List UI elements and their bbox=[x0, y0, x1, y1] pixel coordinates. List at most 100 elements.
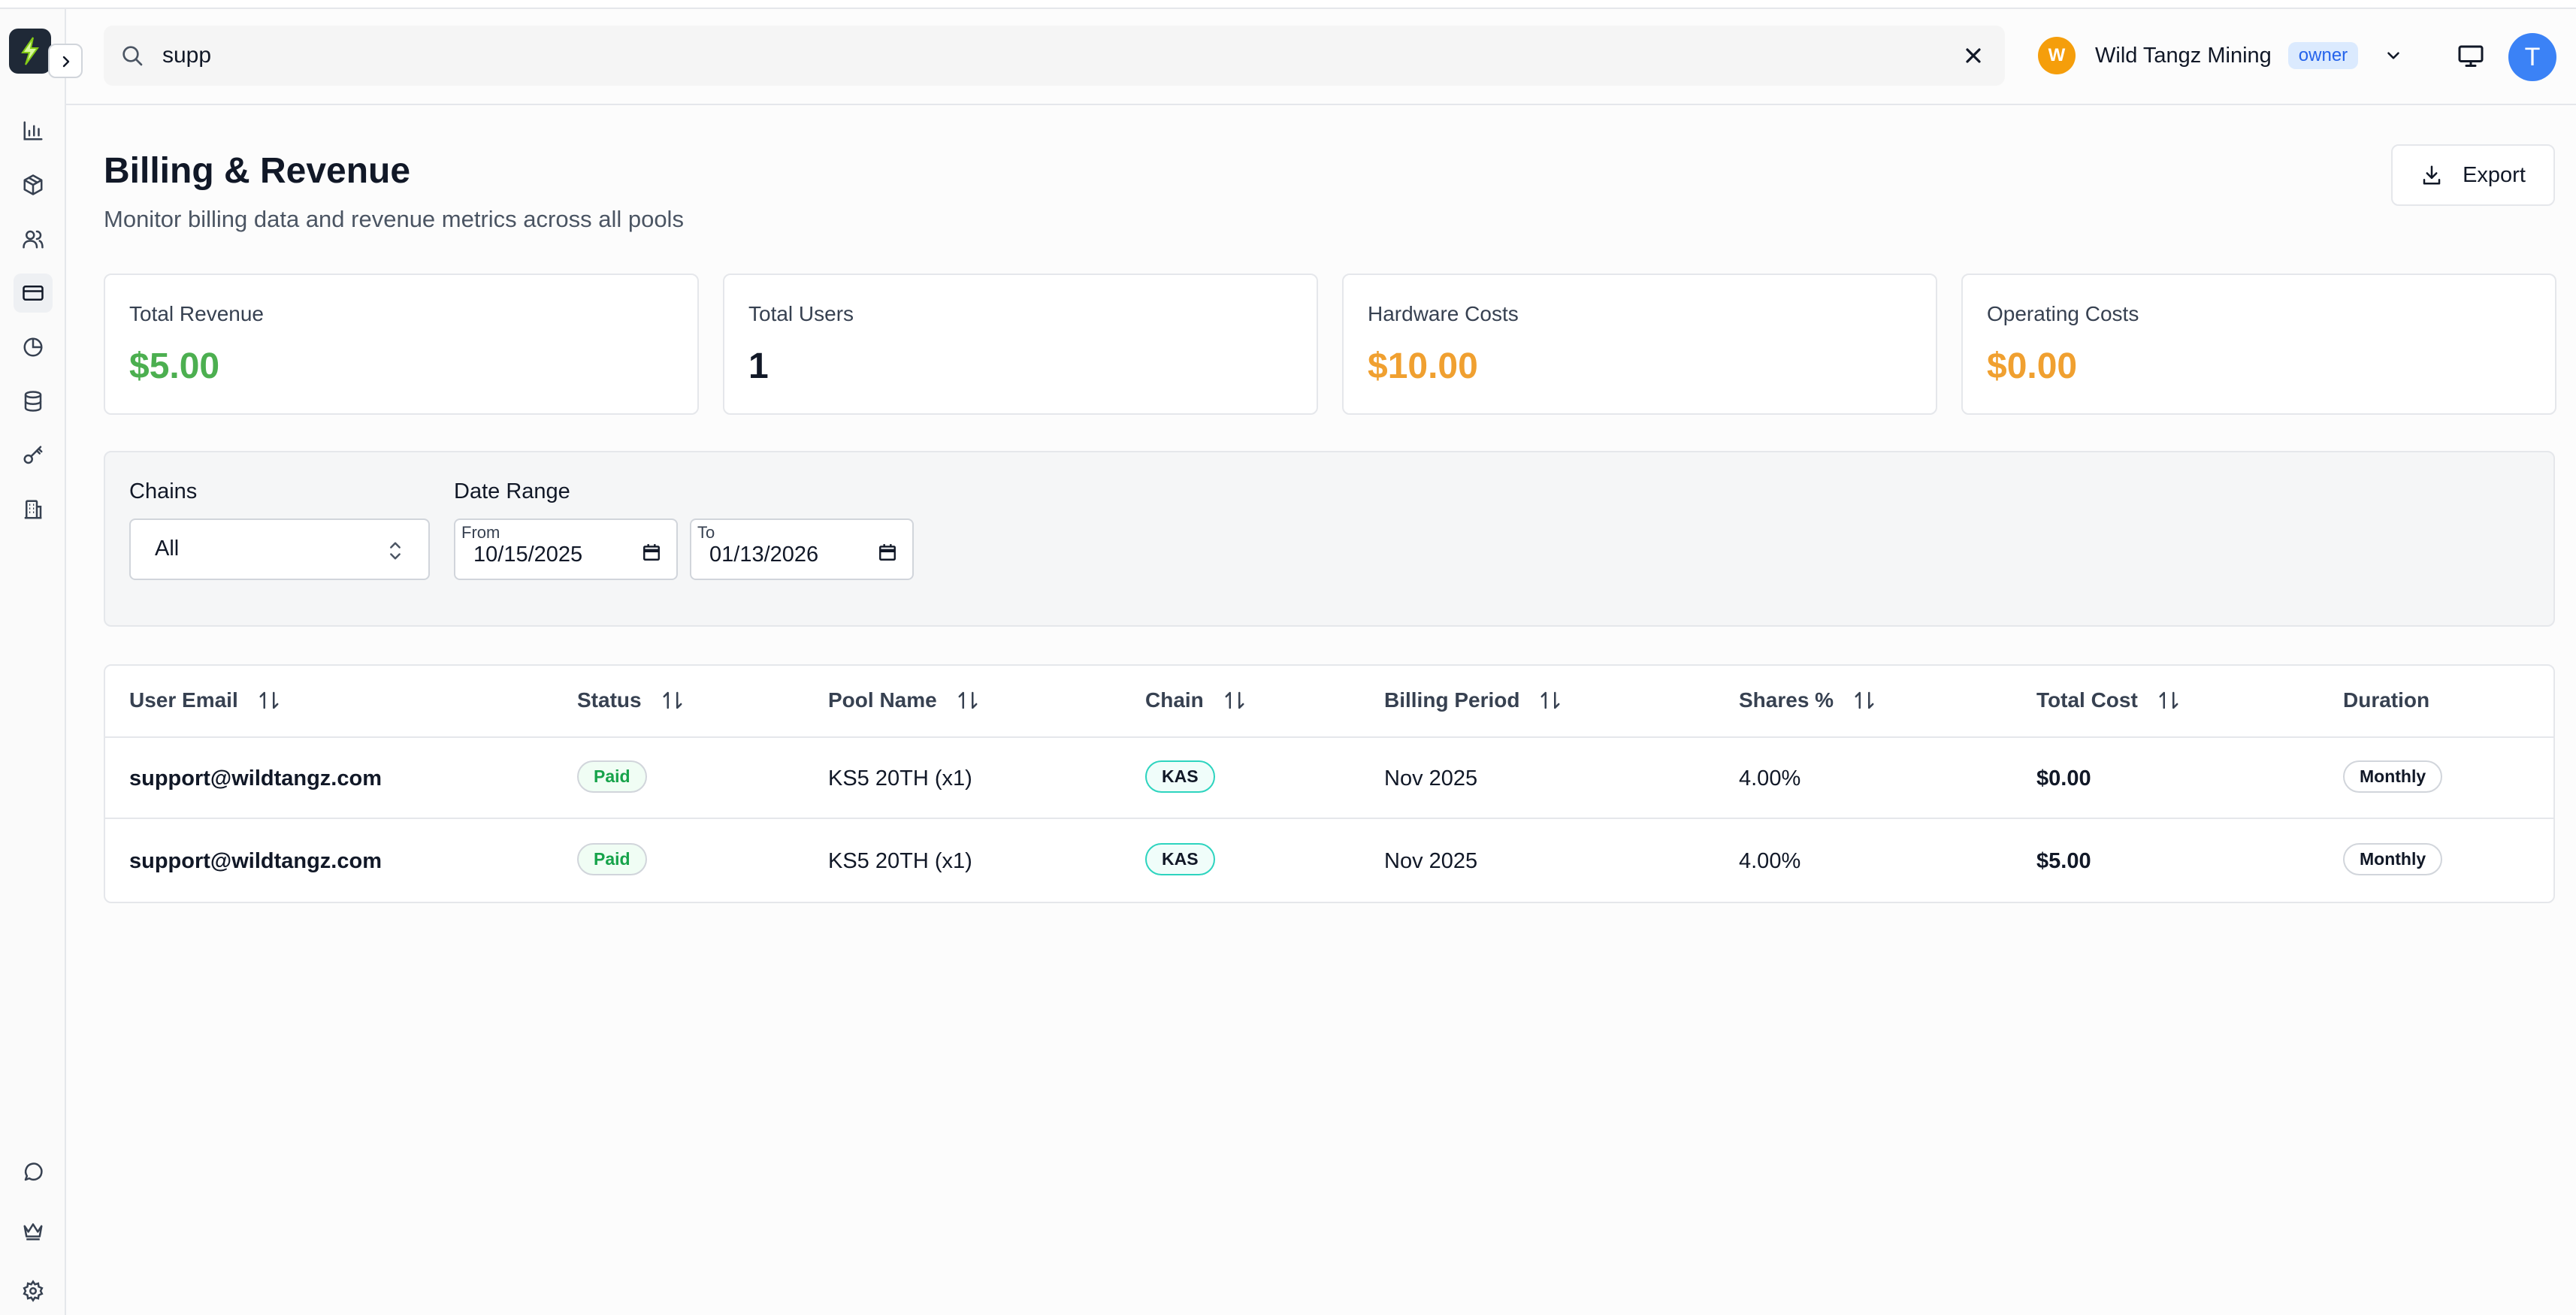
sidebar-item-dashboard[interactable] bbox=[14, 111, 53, 150]
column-header-shares[interactable]: Shares % bbox=[1739, 688, 1876, 712]
stat-label: Total Users bbox=[748, 302, 854, 325]
status-badge: Paid bbox=[577, 760, 647, 793]
monitor-icon[interactable] bbox=[2457, 42, 2484, 69]
header-divider bbox=[66, 104, 2576, 105]
sidebar-item-organizations[interactable] bbox=[14, 490, 53, 529]
sidebar-item-settings[interactable] bbox=[14, 1271, 53, 1310]
org-switcher[interactable]: W Wild Tangz Mining owner bbox=[2038, 33, 2403, 78]
database-icon bbox=[24, 391, 42, 412]
column-header-status[interactable]: Status bbox=[577, 688, 684, 712]
chevron-down-icon bbox=[2387, 52, 2399, 59]
sidebar-item-support[interactable] bbox=[14, 1153, 53, 1192]
org-avatar: W bbox=[2038, 37, 2076, 74]
to-date-input[interactable]: To 01/13/2026 bbox=[690, 518, 914, 580]
stat-card-total-users: Total Users 1 bbox=[723, 274, 1318, 415]
window-top-bar bbox=[0, 0, 2576, 9]
search-icon bbox=[122, 46, 143, 66]
key-icon bbox=[23, 446, 43, 464]
sidebar-item-billing[interactable] bbox=[14, 274, 53, 313]
cell-pool-name: KS5 20TH (x1) bbox=[828, 766, 972, 791]
stat-value: $10.00 bbox=[1368, 346, 1478, 386]
date-range-label: Date Range bbox=[454, 479, 570, 503]
from-date-input[interactable]: From 10/15/2025 bbox=[454, 518, 678, 580]
sort-icon bbox=[663, 691, 682, 709]
billing-table: User Email Status Pool Name Chain Billin… bbox=[104, 664, 2555, 903]
sidebar-item-premium[interactable] bbox=[14, 1211, 53, 1250]
pie-chart-icon bbox=[23, 337, 43, 357]
cell-email: support@wildtangz.com bbox=[129, 849, 382, 873]
chat-icon bbox=[24, 1162, 43, 1181]
user-avatar[interactable]: T bbox=[2508, 33, 2556, 81]
cell-total-cost: $5.00 bbox=[2036, 849, 2091, 873]
stat-card-hardware-costs: Hardware Costs $10.00 bbox=[1342, 274, 1937, 415]
sidebar-item-keys[interactable] bbox=[14, 436, 53, 475]
export-button[interactable]: Export bbox=[2391, 144, 2555, 206]
cell-shares: 4.00% bbox=[1739, 766, 1801, 791]
to-date-value: 01/13/2026 bbox=[709, 543, 819, 567]
status-badge: Paid bbox=[577, 843, 647, 875]
chain-badge: KAS bbox=[1145, 843, 1215, 875]
stat-card-operating-costs: Operating Costs $0.00 bbox=[1961, 274, 2556, 415]
chains-select[interactable]: All bbox=[129, 518, 430, 580]
sidebar-expand-button[interactable] bbox=[48, 44, 83, 78]
stat-label: Total Revenue bbox=[129, 302, 265, 325]
to-caption: To bbox=[697, 523, 715, 542]
sidebar-item-database[interactable] bbox=[14, 382, 53, 421]
cell-billing-period: Nov 2025 bbox=[1384, 849, 1478, 873]
column-header-duration: Duration bbox=[2343, 688, 2430, 712]
cell-total-cost: $0.00 bbox=[2036, 766, 2091, 791]
cell-shares: 4.00% bbox=[1739, 849, 1801, 873]
cell-billing-period: Nov 2025 bbox=[1384, 766, 1478, 791]
calendar-icon[interactable] bbox=[642, 543, 661, 562]
sort-icon bbox=[958, 691, 978, 709]
calendar-icon[interactable] bbox=[878, 543, 897, 562]
column-header-chain[interactable]: Chain bbox=[1145, 688, 1246, 712]
download-icon bbox=[2423, 165, 2441, 185]
stat-value: 1 bbox=[748, 346, 769, 386]
sort-icon bbox=[1540, 691, 1560, 709]
search-input[interactable] bbox=[162, 39, 1891, 72]
org-name: Wild Tangz Mining bbox=[2095, 43, 2272, 68]
column-header-user-email[interactable]: User Email bbox=[129, 688, 280, 712]
box-icon bbox=[23, 174, 43, 195]
duration-badge: Monthly bbox=[2343, 843, 2443, 875]
sort-icon bbox=[1855, 691, 1874, 709]
column-header-billing-period[interactable]: Billing Period bbox=[1384, 688, 1562, 712]
filter-panel: Chains All Date Range From 10/15/2025 To… bbox=[104, 451, 2555, 627]
table-header: User Email Status Pool Name Chain Billin… bbox=[105, 666, 2553, 738]
building-icon bbox=[24, 500, 42, 519]
cell-email: support@wildtangz.com bbox=[129, 766, 382, 791]
crown-icon bbox=[23, 1223, 43, 1241]
export-label: Export bbox=[2463, 162, 2526, 187]
credit-card-icon bbox=[23, 286, 44, 301]
chevrons-up-down-icon bbox=[390, 542, 401, 560]
duration-badge: Monthly bbox=[2343, 760, 2443, 793]
global-search bbox=[104, 26, 2005, 86]
app-logo[interactable] bbox=[9, 29, 51, 74]
close-icon[interactable] bbox=[1961, 44, 1985, 68]
from-caption: From bbox=[461, 523, 500, 542]
chains-label: Chains bbox=[129, 479, 198, 503]
chain-badge: KAS bbox=[1145, 760, 1215, 793]
chevron-right-icon bbox=[62, 56, 70, 68]
sidebar-item-pools[interactable] bbox=[14, 165, 53, 204]
sidebar-item-users[interactable] bbox=[14, 219, 53, 258]
sidebar bbox=[0, 9, 83, 1315]
cell-pool-name: KS5 20TH (x1) bbox=[828, 849, 972, 873]
page-subtitle: Monitor billing data and revenue metrics… bbox=[104, 206, 684, 232]
column-header-pool-name[interactable]: Pool Name bbox=[828, 688, 979, 712]
stat-card-total-revenue: Total Revenue $5.00 bbox=[104, 274, 699, 415]
page-title: Billing & Revenue bbox=[104, 151, 411, 191]
bar-chart-icon bbox=[23, 121, 43, 141]
sort-icon bbox=[1225, 691, 1244, 709]
stat-label: Operating Costs bbox=[1987, 302, 2139, 325]
table-row[interactable]: support@wildtangz.com Paid KS5 20TH (x1)… bbox=[105, 738, 2553, 819]
from-date-value: 10/15/2025 bbox=[473, 543, 583, 567]
chains-select-value: All bbox=[155, 537, 180, 561]
column-header-total-cost[interactable]: Total Cost bbox=[2036, 688, 2180, 712]
users-icon bbox=[23, 230, 44, 249]
table-row[interactable]: support@wildtangz.com Paid KS5 20TH (x1)… bbox=[105, 821, 2553, 902]
sidebar-item-analytics[interactable] bbox=[14, 328, 53, 367]
sort-icon bbox=[2159, 691, 2178, 709]
gear-icon bbox=[23, 1280, 44, 1302]
